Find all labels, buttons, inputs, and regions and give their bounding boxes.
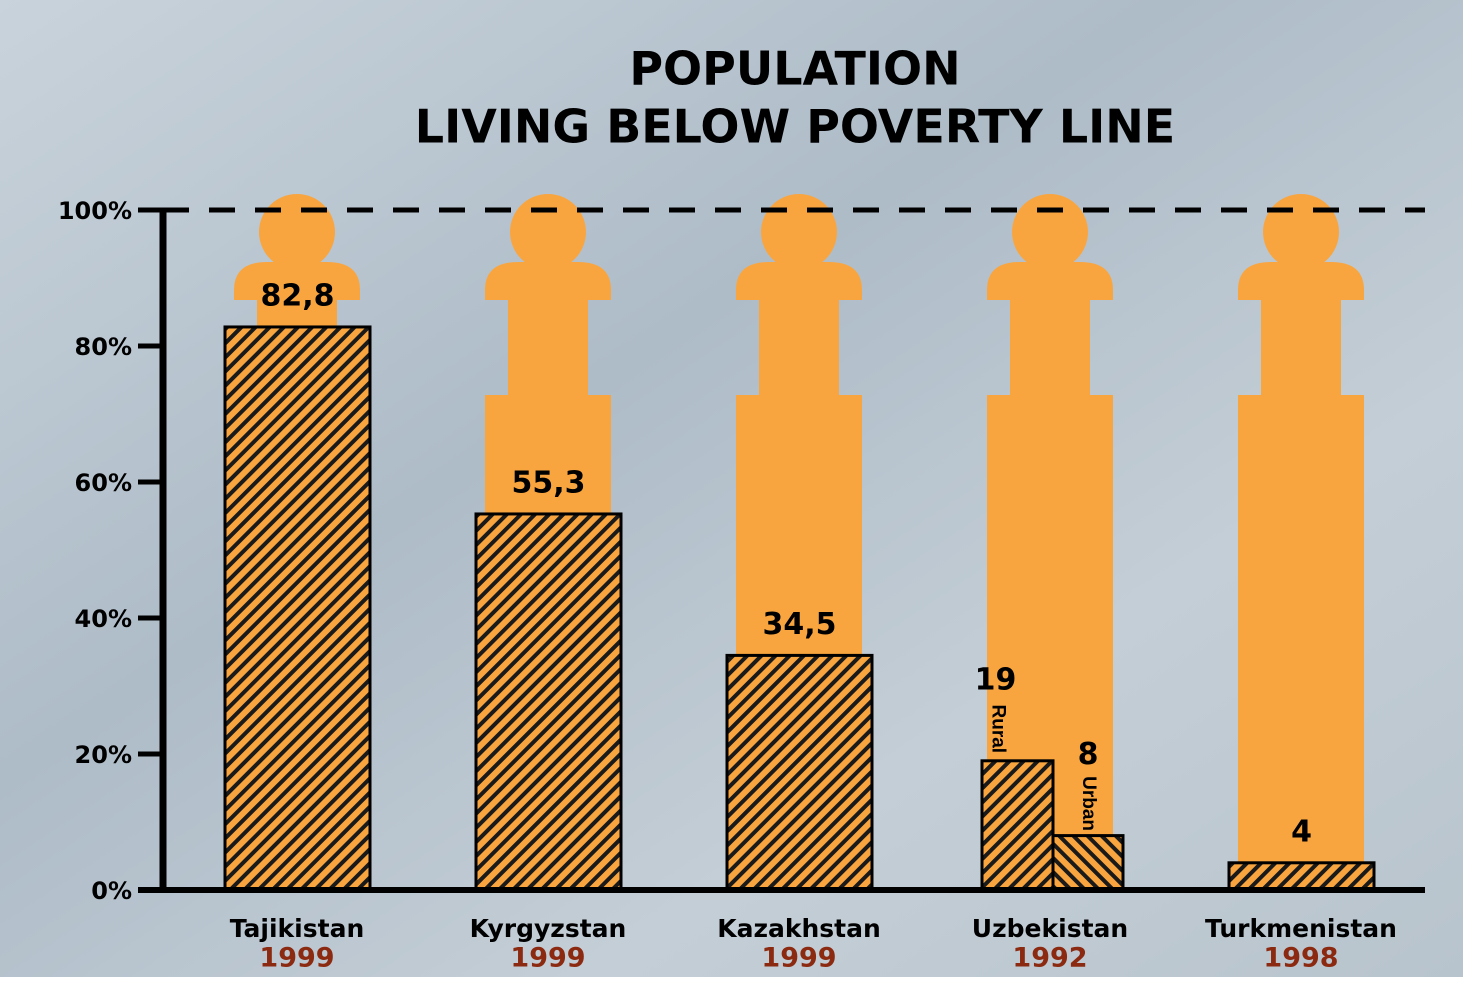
year-label: 1998 [1263, 943, 1338, 974]
person-head [510, 194, 586, 270]
year-label: 1992 [1012, 943, 1087, 974]
y-tick-label: 40% [75, 605, 132, 633]
value-label: 4 [1291, 814, 1312, 849]
year-label: 1999 [761, 943, 836, 974]
y-tick-label: 80% [75, 333, 132, 361]
x-tick-label: Tajikistan [230, 914, 365, 943]
value-label: 82,8 [260, 278, 334, 313]
person-silhouette [987, 262, 1113, 890]
value-label: 34,5 [762, 607, 836, 642]
person-head [1012, 194, 1088, 270]
x-tick-label: Turkmenistan [1205, 914, 1397, 943]
value-label: 55,3 [511, 465, 585, 500]
y-tick-label: 0% [91, 877, 132, 905]
y-tick-label: 20% [75, 741, 132, 769]
chart-title: LIVING BELOW POVERTY LINE [415, 100, 1175, 154]
x-tick-label: Kazakhstan [717, 914, 881, 943]
x-tick-label: Uzbekistan [972, 914, 1128, 943]
person-silhouette [1238, 262, 1364, 890]
bar [474, 512, 623, 892]
chart-title: POPULATION [629, 42, 960, 96]
bar [725, 653, 874, 892]
bar [223, 325, 372, 892]
bar-label: Urban [1078, 776, 1099, 831]
value-label: 8 [1078, 737, 1099, 772]
y-tick-label: 60% [75, 469, 132, 497]
x-tick-label: Kyrgyzstan [470, 914, 627, 943]
bar [1227, 861, 1376, 892]
bar-label: Rural [987, 705, 1008, 754]
value-label: 19 [975, 662, 1017, 697]
y-tick-label: 100% [58, 197, 132, 225]
person-head [761, 194, 837, 270]
bar [1051, 834, 1125, 892]
year-label: 1999 [510, 943, 585, 974]
person-head [259, 194, 335, 270]
person-head [1263, 194, 1339, 270]
bar [980, 759, 1055, 892]
year-label: 1999 [259, 943, 334, 974]
